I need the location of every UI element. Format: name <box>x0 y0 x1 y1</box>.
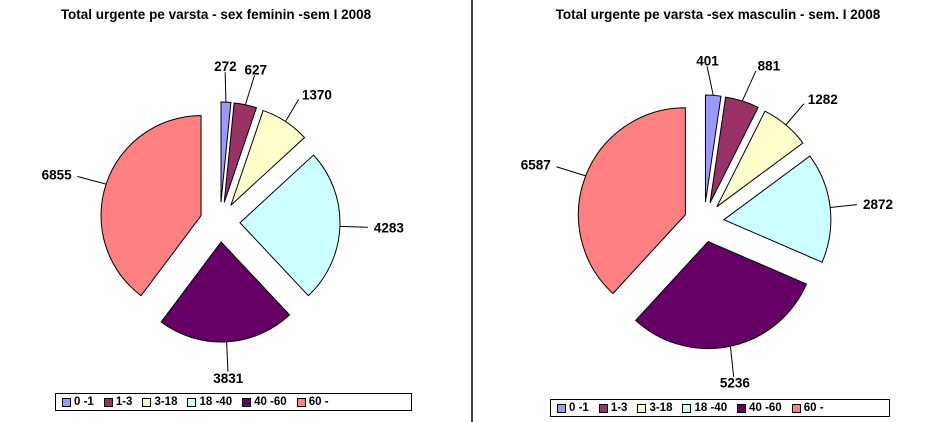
legend-label: 1-3 <box>115 396 133 408</box>
legend-swatch <box>296 397 306 407</box>
data-label: 1370 <box>302 87 332 102</box>
pie-chart-feminin: 272 627 1370 4283 3831 6855 <box>42 59 405 386</box>
leader-line <box>285 99 300 122</box>
legend-swatch <box>557 403 566 413</box>
legend-item: 1-3 <box>598 402 628 414</box>
legend-item: 60 - <box>296 396 329 408</box>
pie-slice-1-3 <box>709 96 759 204</box>
leader-line <box>226 341 229 372</box>
chart-panel-right: Total urgente pe varsta -sex masculin - … <box>472 0 944 422</box>
leader-line <box>224 72 227 103</box>
legend-item: 18 -40 <box>187 396 232 408</box>
pie-slice-1-3 <box>223 102 258 203</box>
pie-slice-60- <box>100 115 202 297</box>
leader-line <box>706 66 714 96</box>
legend-item: 1-3 <box>103 396 133 408</box>
leader-line <box>556 166 586 177</box>
legend-swatch <box>187 397 197 407</box>
legend-item: 0 -1 <box>62 396 94 408</box>
leader-line <box>244 75 255 105</box>
leader-line <box>830 204 858 208</box>
pie-slice-3-18 <box>716 110 804 208</box>
legend-swatch <box>791 403 801 413</box>
legend-label: 60 - <box>803 402 824 414</box>
chart-title: Total urgente pe varsta -sex masculin - … <box>555 7 881 22</box>
data-label: 272 <box>214 59 237 74</box>
legend-label: 18 -40 <box>199 396 233 408</box>
data-label: 6587 <box>521 158 551 173</box>
data-label: 5236 <box>720 376 751 391</box>
legend-label: 0 -1 <box>569 402 589 414</box>
legend-item: 60 - <box>791 402 824 414</box>
data-label: 881 <box>758 58 781 73</box>
data-label: 2872 <box>863 197 893 212</box>
pie-slice-3-18 <box>230 109 306 206</box>
legend-swatch <box>242 397 252 407</box>
legend-swatch <box>598 403 608 413</box>
legend-label: 40 -60 <box>254 396 287 408</box>
pie-slice-18-40 <box>239 154 341 297</box>
legend-swatch <box>142 397 152 407</box>
leader-line <box>77 176 107 185</box>
leader-line <box>741 70 757 102</box>
legend-item: 3-18 <box>637 402 672 414</box>
data-label: 4283 <box>374 221 405 236</box>
pie-slice-18-40 <box>722 155 832 263</box>
data-label: 6855 <box>42 168 73 183</box>
pie-chart-masculin: 401 881 1282 2872 5236 6587 <box>521 53 893 391</box>
legend-swatch <box>103 397 113 407</box>
pie-slice-40-60 <box>635 240 808 350</box>
legend: 0 -1 1-3 3-18 18 -40 40 -60 60 - <box>550 399 890 417</box>
chart-title: Total urgente pe varsta - sex feminin -s… <box>60 7 372 22</box>
data-label: 3831 <box>213 371 244 386</box>
legend: 0 -1 1-3 3-18 18 -40 40 -60 60 - <box>55 393 412 411</box>
legend-swatch <box>737 403 747 413</box>
legend-label: 0 -1 <box>74 396 94 408</box>
leader-line <box>729 346 735 377</box>
data-label: 627 <box>245 62 268 77</box>
data-label: 1282 <box>808 92 838 107</box>
pie-slice-0-1 <box>704 94 722 203</box>
pie-slice-0-1 <box>220 101 232 203</box>
legend-item: 40 -60 <box>737 402 782 414</box>
legend-item: 0 -1 <box>557 402 589 414</box>
legend-label: 40 -60 <box>749 402 782 414</box>
legend-label: 3-18 <box>154 396 178 408</box>
legend-item: 40 -60 <box>242 396 287 408</box>
data-label: 401 <box>696 53 719 68</box>
legend-label: 3-18 <box>649 402 673 414</box>
pie-slice-60- <box>577 107 686 295</box>
leader-line <box>785 103 805 126</box>
chart-panel-left: Total urgente pe varsta - sex feminin -s… <box>42 7 412 411</box>
legend-item: 3-18 <box>142 396 177 408</box>
legend-swatch <box>637 403 647 413</box>
legend-label: 18 -40 <box>694 402 728 414</box>
legend-label: 1-3 <box>610 402 628 414</box>
legend-swatch <box>682 403 692 413</box>
pie-slice-40-60 <box>160 241 291 343</box>
legend-item: 18 -40 <box>682 402 727 414</box>
legend-label: 60 - <box>308 396 329 408</box>
panel-divider <box>471 0 473 422</box>
legend-swatch <box>62 397 71 407</box>
leader-line <box>339 225 368 228</box>
